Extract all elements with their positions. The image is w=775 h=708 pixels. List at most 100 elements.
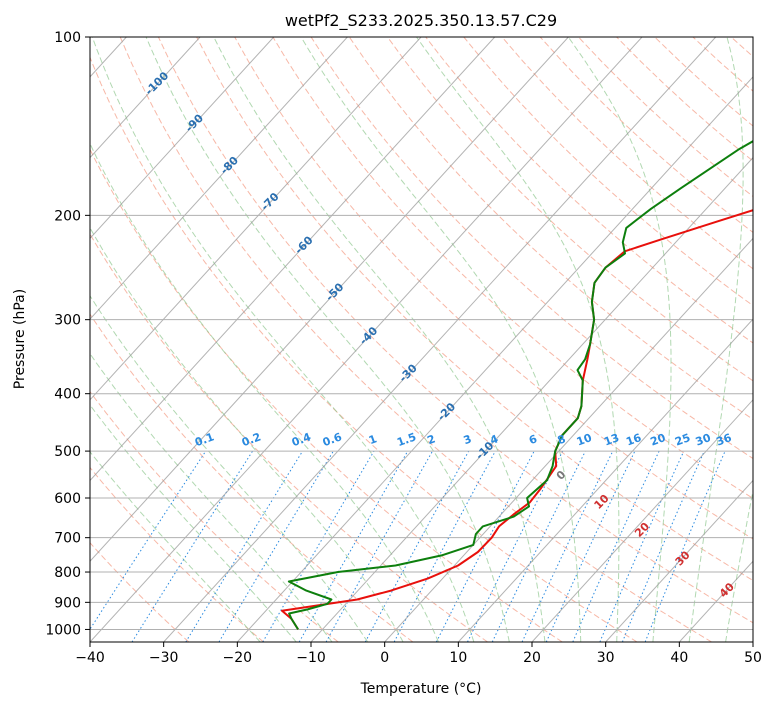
- dry-adiabat-line: [234, 37, 753, 540]
- isotherm-line: [752, 641, 753, 642]
- mixing-ratio-label: 4: [488, 432, 500, 447]
- isotherm-line: [90, 37, 496, 482]
- mixing-ratio-line: [491, 450, 586, 642]
- mixing-ratio-label: 16: [624, 431, 643, 449]
- y-tick-label: 400: [54, 387, 81, 403]
- dewpoint-line: [287, 140, 753, 630]
- isotherm-line: [90, 37, 275, 240]
- axes: −40 −30 −20 −10 0 10 20 30 40 5010020030040050060…: [45, 30, 762, 666]
- mixing-ratio-line: [185, 450, 304, 642]
- moist-adiabat-line: [725, 488, 753, 642]
- moist-adiabat-line: [300, 37, 582, 642]
- x-axis-label: Temperature (°C): [360, 681, 482, 697]
- dry-adiabat-line: [90, 542, 190, 642]
- moist-adiabat-line: [90, 294, 369, 642]
- dry-adiabat-line: [272, 37, 753, 499]
- plot-frame: [89, 36, 754, 643]
- profile-lines: [281, 140, 753, 630]
- moist-adiabat-line: [416, 37, 620, 642]
- theta-label: 10: [592, 492, 612, 512]
- mixing-ratio-label: 1.5: [395, 430, 418, 449]
- mixing-ratio-line: [364, 450, 470, 642]
- dry-adiabat-line: [90, 466, 264, 642]
- mixing-ratio-label: 2: [426, 432, 438, 447]
- line-labels: -100-90-80-70-60-50-40-30-20-100.1 0.2 0.4…: [143, 69, 738, 600]
- moist-adiabat-line: [91, 37, 475, 642]
- mixing-ratio-line: [599, 450, 685, 642]
- isotherm-line: [605, 479, 753, 642]
- theta-label: 20: [632, 520, 652, 540]
- y-tick-label: 300: [54, 313, 81, 329]
- moist-adiabat-line: [145, 37, 510, 642]
- y-tick-label: 1000: [45, 622, 81, 638]
- y-axis-label: Pressure (hPa): [12, 289, 28, 389]
- dry-adiabat-line: [90, 233, 488, 642]
- mixing-ratio-label: 20: [649, 431, 668, 449]
- mixing-ratio-line: [218, 450, 334, 642]
- x-tick-label: 40: [670, 650, 688, 666]
- moist-adiabat-line: [90, 450, 261, 642]
- mixing-ratio-label: 30: [694, 431, 713, 449]
- mixing-ratio-line: [467, 450, 564, 642]
- isotherm-line: [457, 318, 753, 642]
- y-tick-label: 900: [54, 595, 81, 611]
- isotherm-line: [236, 76, 753, 642]
- isotherm-line: [90, 37, 422, 401]
- mixing-ratio-label: 3: [462, 432, 474, 447]
- mixing-ratio-label: 6: [527, 432, 539, 447]
- x-tick-label: 50: [744, 650, 762, 666]
- dry-adiabat-line: [769, 37, 775, 642]
- dry-adiabat-line: [578, 37, 753, 198]
- x-tick-label: −10: [296, 650, 326, 666]
- dry-adiabat-line: [348, 37, 753, 420]
- x-tick-label: −20: [223, 650, 253, 666]
- mixing-ratio-line: [644, 450, 726, 642]
- mixing-ratio-label: 1: [367, 432, 379, 447]
- mixing-ratio-line: [621, 450, 705, 642]
- isotherm-line: [90, 37, 569, 563]
- moist-adiabat-line: [213, 37, 546, 642]
- mixing-ratio-line: [90, 450, 207, 631]
- mixing-ratio-label: 36: [714, 431, 733, 449]
- y-tick-label: 500: [54, 444, 81, 460]
- x-tick-label: −40: [75, 650, 105, 666]
- x-tick-label: 30: [597, 650, 615, 666]
- dry-adiabat-line: [90, 390, 339, 642]
- moist-adiabat-line: [90, 352, 333, 642]
- mixing-ratio-label: 13: [602, 431, 621, 448]
- mixing-ratio-line: [325, 450, 433, 642]
- theta-label: 0: [554, 468, 569, 483]
- dry-adiabat-line: [196, 37, 753, 582]
- mixing-ratio-label: 0.6: [321, 430, 344, 449]
- dry-adiabat-line: [90, 56, 638, 642]
- isotherm-line: [90, 37, 643, 642]
- y-tick-label: 200: [54, 208, 81, 224]
- mixing-ratio-line: [572, 450, 660, 642]
- isotherm-line: [678, 560, 753, 642]
- mixing-ratio-label: 0.4: [290, 430, 313, 449]
- y-tick-label: 700: [54, 531, 81, 547]
- x-tick-label: 10: [449, 650, 467, 666]
- x-tick-label: −30: [149, 650, 179, 666]
- dry-adiabat-line: [157, 37, 753, 624]
- mixing-ratio-line: [262, 450, 375, 642]
- isotherm-line: [384, 237, 753, 642]
- moist-adiabat-line: [90, 142, 439, 642]
- x-tick-label: 20: [523, 650, 541, 666]
- y-tick-label: 100: [54, 30, 81, 46]
- moist-adiabat-line: [688, 37, 744, 642]
- chart-title: wetPf2_S233.2025.350.13.57.C29: [285, 11, 557, 31]
- background-lines: [90, 37, 775, 642]
- isotherm-line: [310, 156, 753, 642]
- mixing-ratio-line: [131, 450, 254, 642]
- isotherm-line: [90, 37, 201, 159]
- dry-adiabat-line: [463, 37, 753, 307]
- mixing-ratio-label: 0.1: [193, 430, 216, 449]
- mixing-ratio-label: 25: [673, 431, 692, 448]
- x-tick-label: 0: [380, 650, 389, 666]
- dry-adiabat-line: [90, 148, 563, 642]
- moist-adiabat-line: [567, 37, 672, 642]
- y-tick-label: 800: [54, 565, 81, 581]
- mixing-ratio-label: 8: [556, 432, 568, 447]
- dry-adiabat-line: [119, 37, 712, 642]
